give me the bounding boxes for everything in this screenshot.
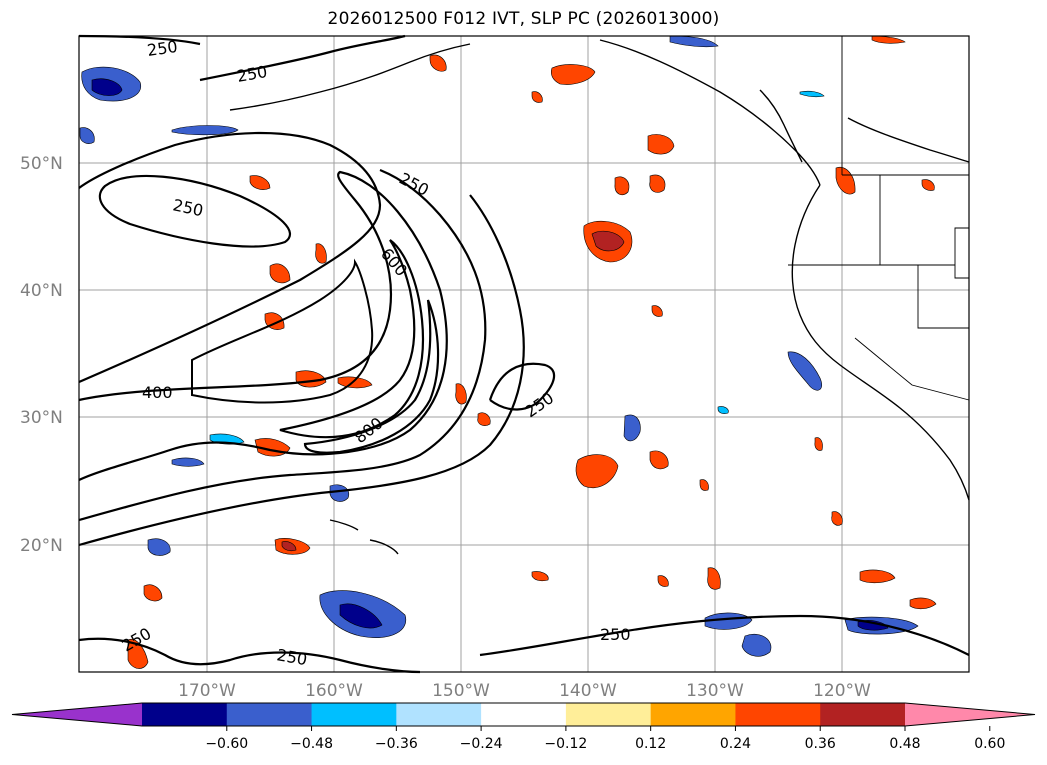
contour-label: 250: [146, 37, 179, 60]
colorbar-extend-high: [905, 703, 1035, 726]
coastlines: [229, 39, 970, 555]
colorbar-tick-label: 0.60: [974, 736, 1005, 752]
colorbar-segment: [396, 703, 482, 726]
lat-label-50n: 50°N: [20, 154, 63, 174]
lon-label-160w: 160°W: [305, 681, 363, 701]
lon-label-130w: 130°W: [686, 681, 744, 701]
colorbar-segment: [650, 703, 736, 726]
colorbar-tick-label: 0.36: [805, 736, 836, 752]
lat-label-20n: 20°N: [20, 536, 63, 556]
map-title: 2026012500 F012 IVT, SLP PC (2026013000): [327, 9, 720, 29]
colorbar-tick-label: −0.12: [544, 736, 587, 752]
ivt-shading: [79, 35, 937, 669]
colorbar-segment: [311, 703, 397, 726]
map-frame: [78, 35, 970, 673]
slp-contours: [78, 34, 970, 674]
colorbar-tick-label: 0.48: [889, 736, 920, 752]
colorbar-segments: [11, 702, 1036, 727]
political-borders: [788, 36, 970, 401]
colorbar-segment: [565, 703, 652, 726]
colorbar-tick-label: 0.24: [720, 736, 751, 752]
lon-label-150w: 150°W: [432, 681, 490, 701]
lat-label-40n: 40°N: [20, 281, 63, 301]
colorbar-ticks: −0.60 −0.48 −0.36 −0.24 −0.12 0.12 0.24 0.36 0.4…: [205, 726, 1005, 752]
colorbar-segment: [735, 703, 821, 726]
colorbar-tick-label: 0.12: [635, 736, 666, 752]
colorbar-tick-label: −0.36: [375, 736, 418, 752]
contour-label: 400: [142, 383, 173, 402]
lat-label-30n: 30°N: [20, 408, 63, 428]
colorbar-segment: [820, 703, 906, 726]
colorbar-segment: [481, 703, 567, 726]
lon-label-120w: 120°W: [813, 681, 871, 701]
longitude-labels: 170°W 160°W 150°W 140°W 130°W 120°W: [178, 681, 871, 701]
colorbar-tick-label: −0.60: [205, 736, 248, 752]
lon-label-140w: 140°W: [559, 681, 617, 701]
lon-label-170w: 170°W: [178, 681, 236, 701]
colorbar-tick-label: −0.48: [290, 736, 333, 752]
colorbar-outline: [11, 702, 1036, 727]
colorbar-segment: [226, 703, 313, 726]
contour-label: 250: [600, 625, 631, 644]
colorbar-tick-label: −0.24: [460, 736, 503, 752]
colorbar-extend-low: [12, 703, 142, 726]
latitude-labels: 50°N 40°N 30°N 20°N: [20, 154, 63, 556]
colorbar-segment: [142, 703, 228, 726]
